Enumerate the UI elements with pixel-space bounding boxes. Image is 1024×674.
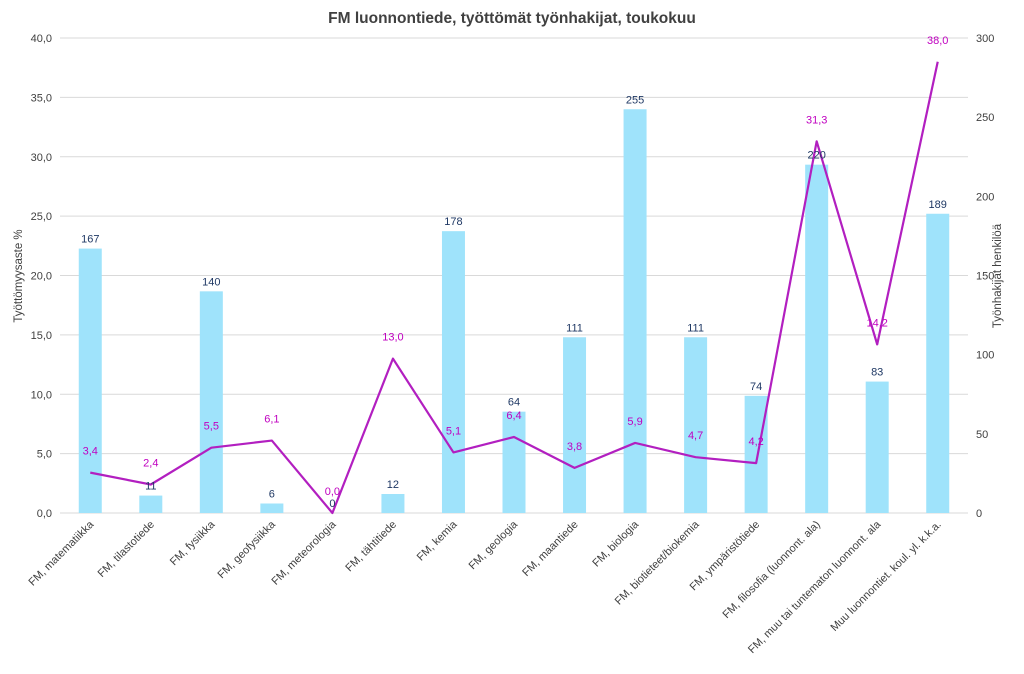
bar [381,494,405,513]
bar-value-label: 11 [145,481,156,493]
category-label: FM, muu tai tuntematon luonnont. ala [746,518,884,656]
line-value-label: 6,1 [264,414,279,426]
category-label: FM, geofysiikka [215,518,278,581]
line-value-label: 13,0 [382,332,403,344]
category-label: Muu luonnontiet. koul. yl. k.k.a. [829,519,944,634]
bar-value-label: 64 [508,397,520,409]
bar [78,248,102,514]
y-tick-label: 35,0 [31,92,52,104]
y-tick-label: 25,0 [31,211,52,223]
bar-value-label: 178 [444,216,462,228]
bar [865,381,889,513]
category-label: FM, tähtitiede [343,519,399,575]
line-value-label: 3,8 [567,441,582,453]
bar-value-label: 111 [687,322,704,334]
y-tick-label: 5,0 [37,449,52,461]
y2-tick-label: 100 [976,350,994,362]
y2-tick-label: 300 [976,33,994,45]
bar [563,337,587,513]
y-tick-label: 20,0 [31,271,52,283]
line-value-label: 3,4 [83,446,98,458]
line-value-label: 6,4 [506,410,521,422]
line-value-label: 4,2 [748,436,763,448]
y2-tick-label: 150 [976,271,994,283]
category-labels: FM, matematiikka FM, tilastotiede FM, fysi… [27,518,944,656]
y2-tick-label: 250 [976,112,994,124]
bar-value-label: 111 [566,322,583,334]
category-label: FM, filosofia (luonnont. ala) [720,519,822,621]
bar-value-label: 140 [202,276,220,288]
left-axis-ticks: 0,0 5,0 10,0 15,0 20,0 25,0 30,0 35,0 40,0 [31,33,52,520]
category-label: FM, matematiikka [27,518,97,588]
line-value-label: 5,1 [446,425,461,437]
bar [744,395,768,513]
y-tick-label: 10,0 [31,389,52,401]
y2-tick-label: 0 [976,508,982,520]
y-tick-label: 40,0 [31,33,52,45]
y2-tick-label: 200 [976,191,994,203]
bar-value-label: 12 [387,479,399,491]
line-value-label: 14,2 [866,317,887,329]
bar [139,495,163,513]
bar [684,337,708,513]
bar [502,411,526,513]
category-label: FM, meteorologia [270,518,340,588]
line-value-label: 2,4 [143,458,158,470]
bar [199,291,223,513]
chart-title: FM luonnontiede, työttömät työnhakijat, … [328,10,696,27]
bar-value-label: 220 [807,150,825,162]
category-label: FM, tilastotiede [96,519,157,580]
bar [926,213,950,513]
line-value-label: 31,3 [806,114,827,126]
category-label: FM, fysiikka [168,518,218,568]
y-tick-label: 15,0 [31,330,52,342]
line-value-label: 4,7 [688,430,703,442]
category-label: FM, maantiede [520,519,580,579]
line-value-label: 5,9 [627,416,642,428]
bar-value-label: 255 [626,94,644,106]
right-axis-ticks: 0 50 100 150 200 250 300 [976,33,994,520]
category-label: FM, kemia [415,518,460,563]
y2-tick-label: 50 [976,429,988,441]
bar-series [78,109,950,514]
bar-value-label: 83 [871,367,883,379]
bar-value-label: 189 [929,199,947,211]
bar [623,109,647,513]
bar-value-label: 0 [329,498,335,510]
y-axis-title: Työttömyysaste % [13,229,25,322]
bar [260,503,284,513]
bar [441,231,465,513]
bar [805,164,829,513]
y-tick-label: 0,0 [37,508,52,520]
bar-value-label: 74 [750,381,762,393]
bar-value-label: 167 [81,234,99,246]
line-value-label: 38,0 [927,35,948,47]
bar-data-labels: 167 11 140 6 0 12 178 64 111 255 111 74 220 83 189 [81,94,947,510]
y2-axis-title: Työnhakijat henkilöä [992,223,1004,328]
line-value-label: 5,5 [204,421,219,433]
line-data-labels: 3,4 2,4 5,5 6,1 0,0 13,0 5,1 6,4 3,8 5,9 4,7 4,2 31,… [83,35,949,498]
category-label: FM, geologia [467,518,521,572]
bar-value-label: 6 [269,489,275,501]
line-value-label: 0,0 [325,486,340,498]
y-tick-label: 30,0 [31,152,52,164]
line-path [90,61,939,515]
category-label: FM, biologia [590,518,641,569]
line-series [90,61,939,515]
